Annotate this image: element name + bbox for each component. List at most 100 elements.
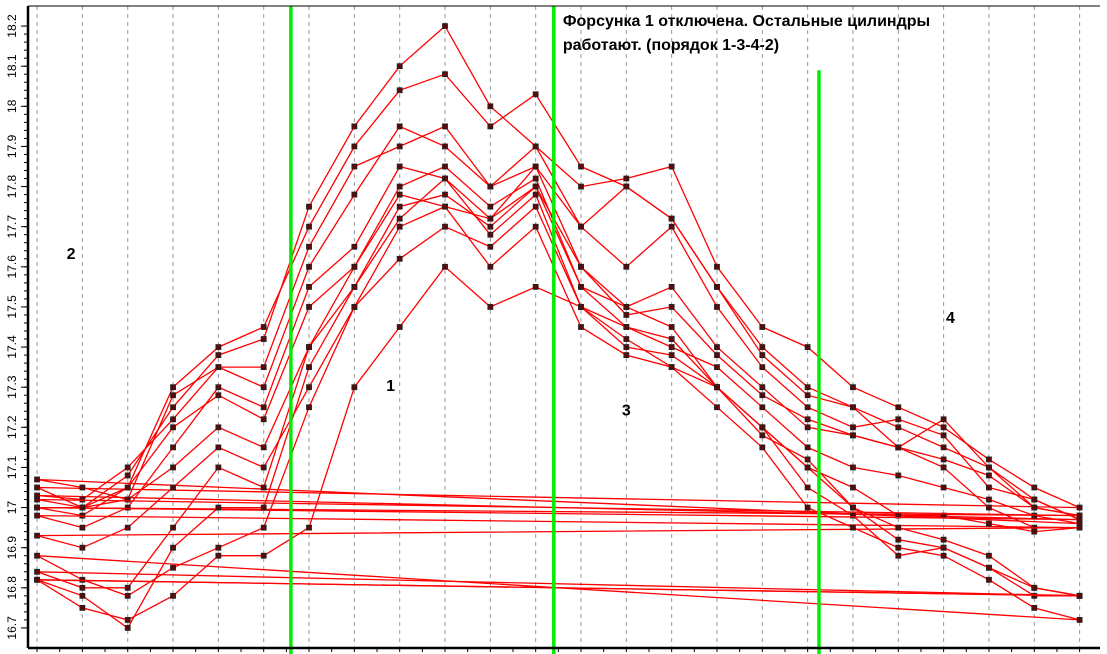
- data-point: [986, 552, 992, 559]
- data-point: [34, 532, 40, 539]
- data-point: [124, 584, 131, 591]
- data-point: [260, 464, 267, 471]
- data-point: [850, 404, 856, 411]
- data-point: [940, 416, 947, 423]
- data-point: [487, 123, 494, 130]
- data-point: [804, 456, 811, 463]
- data-point: [850, 432, 856, 439]
- annotations: 1 2 3 4: [67, 246, 955, 419]
- data-point: [850, 524, 856, 531]
- data-point: [306, 344, 312, 350]
- data-point: [1031, 512, 1038, 519]
- data-point: [442, 175, 448, 182]
- y-tick-label: 17.6: [5, 255, 19, 279]
- data-point: [442, 123, 448, 130]
- data-point: [623, 175, 630, 182]
- data-point: [804, 384, 811, 391]
- data-point: [124, 592, 131, 599]
- data-point: [759, 344, 766, 350]
- data-point: [396, 203, 403, 210]
- data-point: [1031, 584, 1038, 591]
- data-point: [1076, 592, 1083, 599]
- data-point: [260, 484, 267, 491]
- data-point: [351, 304, 358, 310]
- data-point: [442, 163, 448, 170]
- data-point: [215, 344, 222, 350]
- data-point: [124, 504, 131, 511]
- data-point: [578, 263, 584, 270]
- y-tick-label: 16.9: [5, 536, 19, 560]
- data-point: [895, 404, 902, 411]
- data-point: [396, 87, 403, 94]
- data-point: [986, 576, 992, 583]
- data-point: [668, 364, 675, 371]
- data-point: [396, 191, 403, 198]
- data-point: [215, 384, 222, 391]
- data-point: [351, 384, 358, 391]
- data-point: [714, 384, 720, 391]
- y-tick-label: 17.9: [5, 134, 19, 158]
- chart-title-line-1: Форсунка 1 отключена. Остальные цилиндры: [563, 13, 930, 30]
- data-point: [260, 524, 267, 531]
- data-point: [578, 183, 584, 190]
- data-point: [532, 191, 539, 198]
- data-point: [124, 496, 131, 503]
- data-point: [668, 336, 675, 342]
- data-point: [487, 183, 494, 190]
- data-point: [578, 163, 584, 170]
- data-point: [1031, 604, 1038, 611]
- data-point: [895, 472, 902, 479]
- series-layer: [34, 23, 1083, 631]
- data-point: [170, 404, 176, 411]
- chart-title: Форсунка 1 отключена. Остальные цилиндры…: [563, 13, 935, 54]
- data-point: [79, 524, 86, 531]
- data-point: [940, 444, 947, 451]
- data-point: [79, 504, 86, 511]
- data-point: [170, 392, 176, 399]
- data-point: [170, 544, 176, 551]
- data-point: [804, 392, 811, 399]
- data-point: [442, 23, 448, 29]
- data-point: [804, 404, 811, 411]
- data-point: [396, 255, 403, 262]
- data-point: [1031, 504, 1038, 511]
- data-point: [623, 263, 630, 270]
- data-point: [940, 552, 947, 559]
- data-point: [215, 444, 222, 451]
- data-point: [351, 283, 358, 290]
- data-point: [532, 223, 539, 230]
- data-point: [396, 123, 403, 130]
- data-point: [306, 263, 312, 270]
- data-point: [396, 223, 403, 230]
- data-point: [1031, 484, 1038, 491]
- data-point: [986, 496, 992, 503]
- data-point: [623, 352, 630, 358]
- data-point: [487, 263, 494, 270]
- data-point: [532, 283, 539, 290]
- data-point: [442, 223, 448, 230]
- data-point: [668, 283, 675, 290]
- data-point: [804, 464, 811, 471]
- data-point: [487, 304, 494, 310]
- data-point: [714, 304, 720, 310]
- data-point: [986, 464, 992, 471]
- data-point: [34, 476, 40, 483]
- data-point: [215, 504, 222, 511]
- data-point: [215, 552, 222, 559]
- data-point: [668, 324, 675, 330]
- data-point: [940, 464, 947, 471]
- data-point: [804, 416, 811, 423]
- chart-title-line-2: работают. (порядок 1-3-4-2): [563, 37, 779, 54]
- data-point: [34, 484, 40, 491]
- data-point: [79, 576, 86, 583]
- data-point: [170, 484, 176, 491]
- data-point: [124, 472, 131, 479]
- data-point: [306, 283, 312, 290]
- data-point: [170, 592, 176, 599]
- data-point: [804, 484, 811, 491]
- axes: [26, 5, 1100, 652]
- data-point: [986, 504, 992, 511]
- data-point: [306, 384, 312, 391]
- data-point: [895, 416, 902, 423]
